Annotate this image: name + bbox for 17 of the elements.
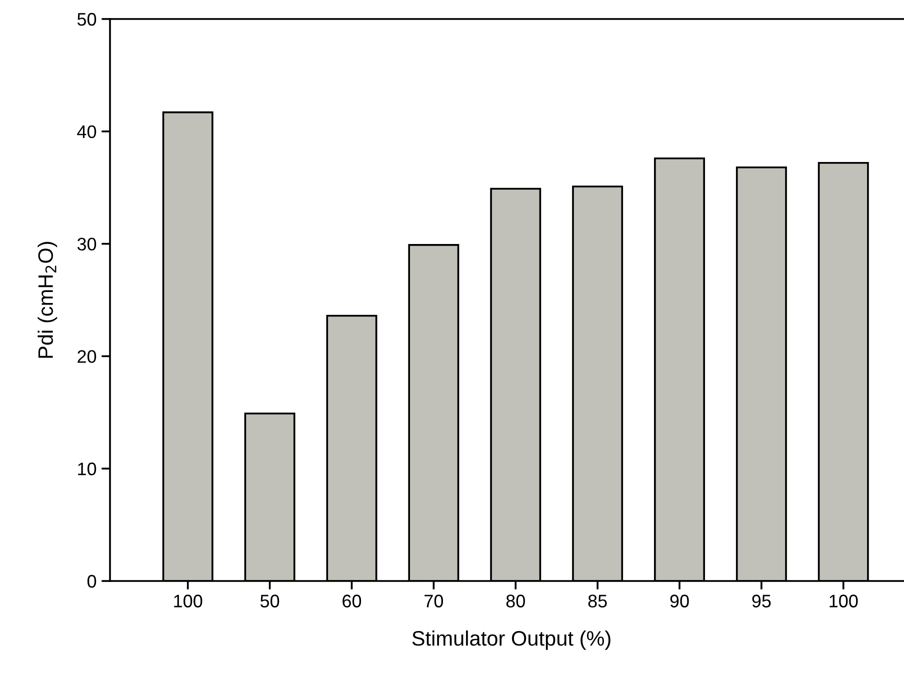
x-tick-label: 70	[424, 594, 444, 608]
x-tick-label: 50	[260, 594, 280, 608]
x-tick-label: 80	[506, 594, 525, 608]
x-tick-label: 85	[588, 594, 607, 608]
x-tick-label: 95	[752, 594, 771, 608]
x-tick-label: 100	[174, 594, 202, 608]
y-tick-label: 0	[87, 574, 96, 588]
x-tick-label: 90	[670, 594, 689, 608]
y-tick-label: 40	[77, 125, 96, 138]
y-tick-label: 50	[77, 12, 96, 26]
x-axis-title: Stimulator Output (%)	[412, 630, 610, 650]
y-tick-label: 20	[78, 350, 96, 363]
x-tick-label: 100	[830, 594, 858, 608]
y-tick-label: 10	[78, 462, 96, 476]
y-axis-title: Pdi (cmH$_{2}$O)	[38, 242, 58, 358]
x-tick-label: 60	[342, 594, 362, 608]
y-tick-label: 30	[77, 238, 96, 251]
